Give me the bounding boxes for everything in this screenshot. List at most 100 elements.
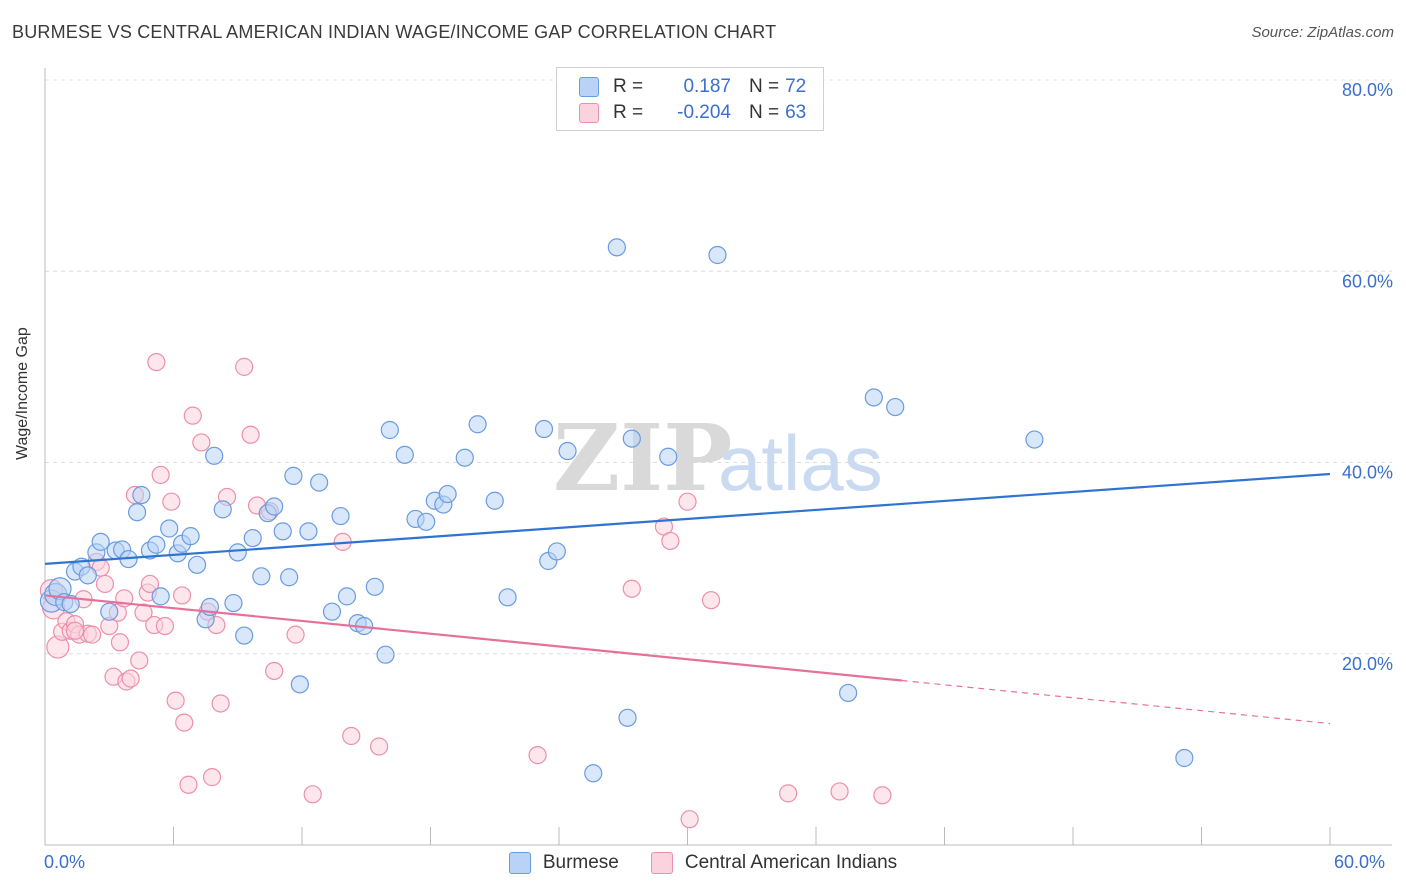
central-american-point — [172, 586, 192, 605]
burmese-point — [243, 528, 262, 548]
y-tick-label: 20.0% — [1342, 654, 1393, 674]
watermark-atlas: atlas — [718, 419, 883, 507]
central-american-point — [680, 810, 699, 829]
central-american-point — [241, 425, 260, 444]
x-tick-label-min: 0.0% — [44, 852, 86, 872]
burmese-point — [607, 238, 626, 257]
trend-lines — [44, 472, 1331, 725]
central-american-point — [83, 625, 102, 644]
y-tick-label: 40.0% — [1342, 463, 1393, 483]
burmese-point — [380, 420, 399, 440]
y-axis-label: Wage/Income Gap — [14, 327, 31, 460]
burmese-point — [228, 543, 247, 562]
burmese-point — [547, 542, 566, 561]
central-american-point — [110, 633, 130, 652]
watermark-zip: ZIP — [553, 404, 732, 512]
burmese-point — [376, 645, 395, 664]
central-american-point — [121, 669, 140, 688]
central-american-point — [162, 492, 181, 511]
burmese-point — [265, 497, 284, 516]
burmese-point — [205, 446, 224, 465]
central-american-point — [155, 616, 175, 636]
burmese-point — [417, 512, 436, 531]
burmese-point — [485, 491, 504, 510]
central-american-point — [873, 786, 892, 805]
central-american-point — [65, 621, 85, 640]
central-american-point — [286, 625, 305, 644]
series-swatch-burmese — [508, 852, 531, 874]
central-american-point — [140, 574, 160, 594]
central-american-point — [678, 492, 697, 511]
burmese-point — [584, 764, 603, 783]
data-series — [39, 238, 1194, 829]
y-tick-labels: 20.0% 40.0% 60.0% 80.0% — [1342, 80, 1393, 674]
burmese-point — [322, 602, 342, 621]
legend-r-value: 0.187 — [683, 76, 731, 97]
legend-r-label: R = — [613, 76, 644, 97]
legend-r-label: R = — [613, 102, 644, 123]
legend-n-label: N = — [749, 76, 780, 97]
central-american-point — [701, 591, 721, 610]
burmese-point — [659, 447, 678, 466]
burmese-point — [280, 568, 299, 587]
central-american-point — [192, 433, 211, 452]
burmese-point — [224, 593, 243, 613]
series-legend-central-american: Central American Indians — [650, 852, 898, 874]
burmese-point — [78, 566, 97, 585]
burmese-point — [100, 602, 119, 621]
burmese-point — [468, 415, 487, 434]
burmese-point — [299, 522, 318, 541]
central-american-point — [202, 768, 222, 787]
central-american-point — [830, 782, 849, 801]
burmese-point — [147, 535, 166, 554]
central-american-point — [147, 352, 166, 372]
central-american-point — [370, 737, 389, 756]
x-tick-label-max: 60.0% — [1334, 852, 1386, 872]
central-american-point — [303, 785, 322, 804]
burmese-point — [331, 506, 350, 526]
y-tick-label: 80.0% — [1342, 80, 1393, 100]
legend-swatch-burmese — [579, 77, 599, 97]
burmese-point — [708, 245, 727, 265]
burmese-point — [886, 397, 905, 417]
series-legend-burmese: Burmese — [508, 852, 619, 874]
legend-r-value: -0.204 — [677, 102, 731, 123]
burmese-point — [558, 441, 577, 461]
stats-legend: R = 0.187 N = 72 R = -0.204 N = 63 — [556, 67, 824, 131]
series-label-central-american: Central American Indians — [684, 852, 898, 873]
burmese-point — [534, 419, 554, 439]
burmese-point — [91, 532, 110, 551]
central-american-point — [179, 775, 198, 794]
burmese-point — [235, 626, 254, 645]
series-label-burmese: Burmese — [542, 852, 619, 873]
burmese-point — [310, 473, 329, 492]
series-legend: Burmese Central American Indians — [0, 852, 1406, 874]
burmese-point — [1175, 748, 1194, 768]
central-american-point — [235, 357, 254, 376]
burmese-point — [290, 675, 309, 694]
burmese-point — [455, 448, 474, 467]
burmese-point — [61, 594, 80, 614]
burmese-point — [132, 485, 151, 505]
central-american-point — [779, 784, 798, 803]
burmese-point — [498, 588, 517, 607]
burmese-point — [365, 577, 384, 596]
central-american-point — [528, 746, 547, 765]
legend-n-value: 63 — [785, 102, 807, 123]
legend-row-burmese: R = 0.187 N = 72 — [579, 75, 806, 99]
burmese-trend-line — [44, 472, 1331, 565]
burmese-point — [151, 587, 170, 606]
central-american-point — [166, 691, 185, 710]
central-american-point — [95, 574, 115, 594]
burmese-point — [395, 445, 414, 464]
central-american-trend-line — [44, 594, 902, 682]
burmese-point — [127, 503, 147, 522]
burmese-point — [252, 567, 271, 586]
burmese-point — [839, 683, 858, 703]
central-american-point — [183, 406, 202, 425]
burmese-point — [284, 466, 303, 485]
burmese-point — [160, 519, 179, 538]
burmese-point — [864, 388, 883, 407]
central-american-point — [622, 579, 641, 598]
central-american-point — [265, 661, 284, 681]
